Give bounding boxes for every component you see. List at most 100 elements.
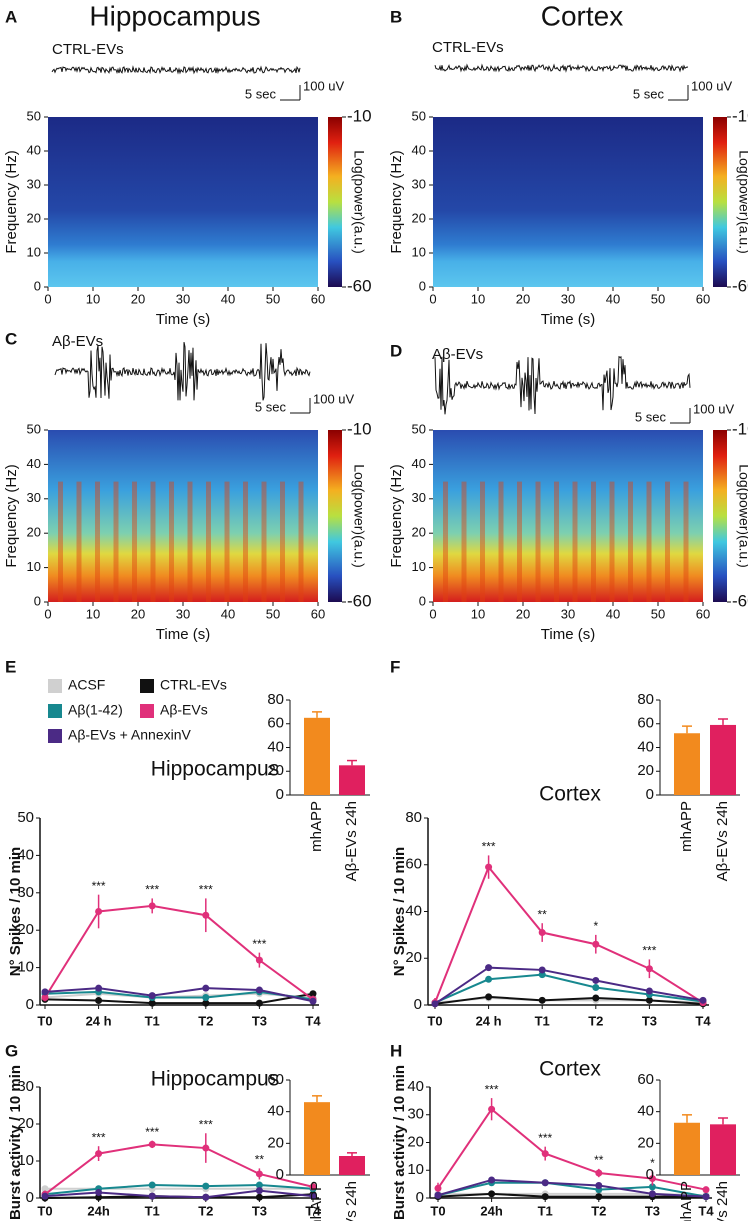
- scale-amp: 100 uV: [693, 401, 735, 416]
- y-tick-label: 20: [17, 921, 34, 938]
- eeg-trace: [434, 355, 691, 415]
- x-tick-label: 20: [131, 291, 145, 306]
- colorbar-tick-label: -10: [347, 419, 372, 438]
- x-tick-label: 60: [696, 291, 710, 306]
- colorbar-tick-label: -60: [732, 591, 748, 610]
- colorbar-tick-label: -10: [347, 106, 372, 125]
- trace-label: Aβ-EVs: [52, 333, 103, 350]
- series-marker: [95, 1150, 103, 1158]
- series-marker: [148, 999, 156, 1007]
- y-tick-label: 40: [412, 142, 426, 157]
- x-tick-label: 24h: [87, 1203, 109, 1218]
- y-tick-label: 10: [17, 1152, 34, 1169]
- series-line: [44, 987, 314, 1003]
- y-tick-label: 50: [27, 108, 41, 123]
- y-tick-label: 20: [412, 525, 426, 540]
- trace-label: CTRL-EVs: [52, 41, 124, 58]
- y-tick-label: 30: [27, 176, 41, 191]
- colorbar-label: Log(power)(a.u.): [351, 150, 367, 254]
- x-tick-label: T3: [645, 1203, 660, 1218]
- x-tick-label: 0: [44, 291, 51, 306]
- inset-bar: [674, 733, 700, 795]
- scale-amp: 100 uV: [303, 78, 345, 93]
- x-tick-label: 60: [311, 291, 325, 306]
- series-marker: [148, 1192, 156, 1200]
- legend-swatch: [140, 704, 154, 718]
- y-axis-label: Frequency (Hz): [388, 464, 405, 567]
- series-marker: [645, 965, 653, 973]
- x-tick-label: T1: [145, 1013, 160, 1028]
- series-marker: [255, 1181, 263, 1189]
- panel-title: Cortex: [541, 0, 623, 31]
- y-tick-label: 0: [419, 593, 426, 608]
- significance: *: [593, 919, 598, 933]
- inset-y-tick-label: 40: [267, 738, 284, 755]
- colorbar: [328, 117, 342, 287]
- y-axis-label: N° Spikes / 10 min: [391, 847, 408, 976]
- series-marker: [255, 1193, 263, 1201]
- inset-y-tick-label: 40: [267, 1103, 284, 1120]
- series-marker: [202, 1144, 210, 1152]
- x-tick-label: 30: [176, 291, 190, 306]
- series-line: [437, 1107, 707, 1191]
- panel-letter: F: [390, 657, 400, 676]
- series-line: [434, 995, 704, 1005]
- y-axis-label: N° Spikes / 10 min: [7, 847, 24, 976]
- series-marker: [255, 999, 263, 1007]
- y-tick-label: 20: [407, 1133, 424, 1150]
- x-tick-label: T0: [427, 1013, 442, 1028]
- series-line: [44, 992, 314, 1005]
- series-marker: [95, 984, 103, 992]
- series-marker: [592, 994, 600, 1002]
- series-marker: [488, 1190, 496, 1198]
- y-tick-label: 20: [17, 1115, 34, 1132]
- series-line: [44, 1143, 314, 1196]
- inset-category: Aβ-EVs 24h: [714, 1181, 731, 1221]
- series-marker: [488, 1176, 496, 1184]
- x-tick-label: 24 h: [476, 1013, 502, 1028]
- panel-title: Cortex: [539, 783, 601, 806]
- inset-y-tick-label: 0: [646, 1166, 654, 1183]
- series-marker: [255, 956, 263, 964]
- significance: ***: [92, 1130, 106, 1144]
- series-marker: [41, 1185, 49, 1193]
- series-marker: [255, 1187, 263, 1195]
- burst-band: [554, 481, 559, 602]
- inset-category: Aβ-EVs 24h: [343, 1181, 360, 1221]
- colorbar-tick-label: -10: [732, 106, 748, 125]
- y-tick-label: 10: [27, 244, 41, 259]
- y-tick-label: 50: [412, 108, 426, 123]
- x-tick-label: T3: [252, 1203, 267, 1218]
- x-axis-label: Time (s): [156, 311, 210, 328]
- series-marker: [148, 1140, 156, 1148]
- y-tick-label: 20: [412, 210, 426, 225]
- series-line: [44, 990, 314, 1001]
- significance: **: [538, 907, 548, 921]
- burst-band: [609, 481, 615, 602]
- x-axis-label: Time (s): [156, 626, 210, 643]
- panel-letter: H: [390, 1041, 402, 1060]
- burst-band: [517, 481, 522, 602]
- x-tick-label: 0: [429, 606, 436, 621]
- trace-label: Aβ-EVs: [432, 346, 483, 363]
- y-tick-label: 50: [27, 421, 41, 436]
- scale-time: 5 sec: [633, 86, 665, 101]
- y-tick-label: 0: [34, 278, 41, 293]
- series-line: [434, 966, 704, 1005]
- burst-band: [206, 481, 211, 602]
- x-tick-label: T2: [198, 1203, 213, 1218]
- eeg-trace: [51, 65, 301, 75]
- series-line: [44, 904, 314, 1001]
- colorbar-tick-label: -60: [732, 276, 748, 295]
- series-marker: [702, 1186, 710, 1194]
- series-line: [434, 865, 704, 1004]
- y-tick-label: 0: [416, 1189, 424, 1206]
- trace-label: CTRL-EVs: [432, 39, 504, 56]
- eeg-trace: [434, 63, 689, 73]
- inset-bar: [710, 1124, 736, 1175]
- inset-category: mhAPP: [678, 1181, 695, 1221]
- y-tick-label: 30: [412, 490, 426, 505]
- burst-band: [535, 481, 541, 602]
- inset-y-tick-label: 0: [646, 786, 654, 803]
- inset-bar: [710, 724, 736, 795]
